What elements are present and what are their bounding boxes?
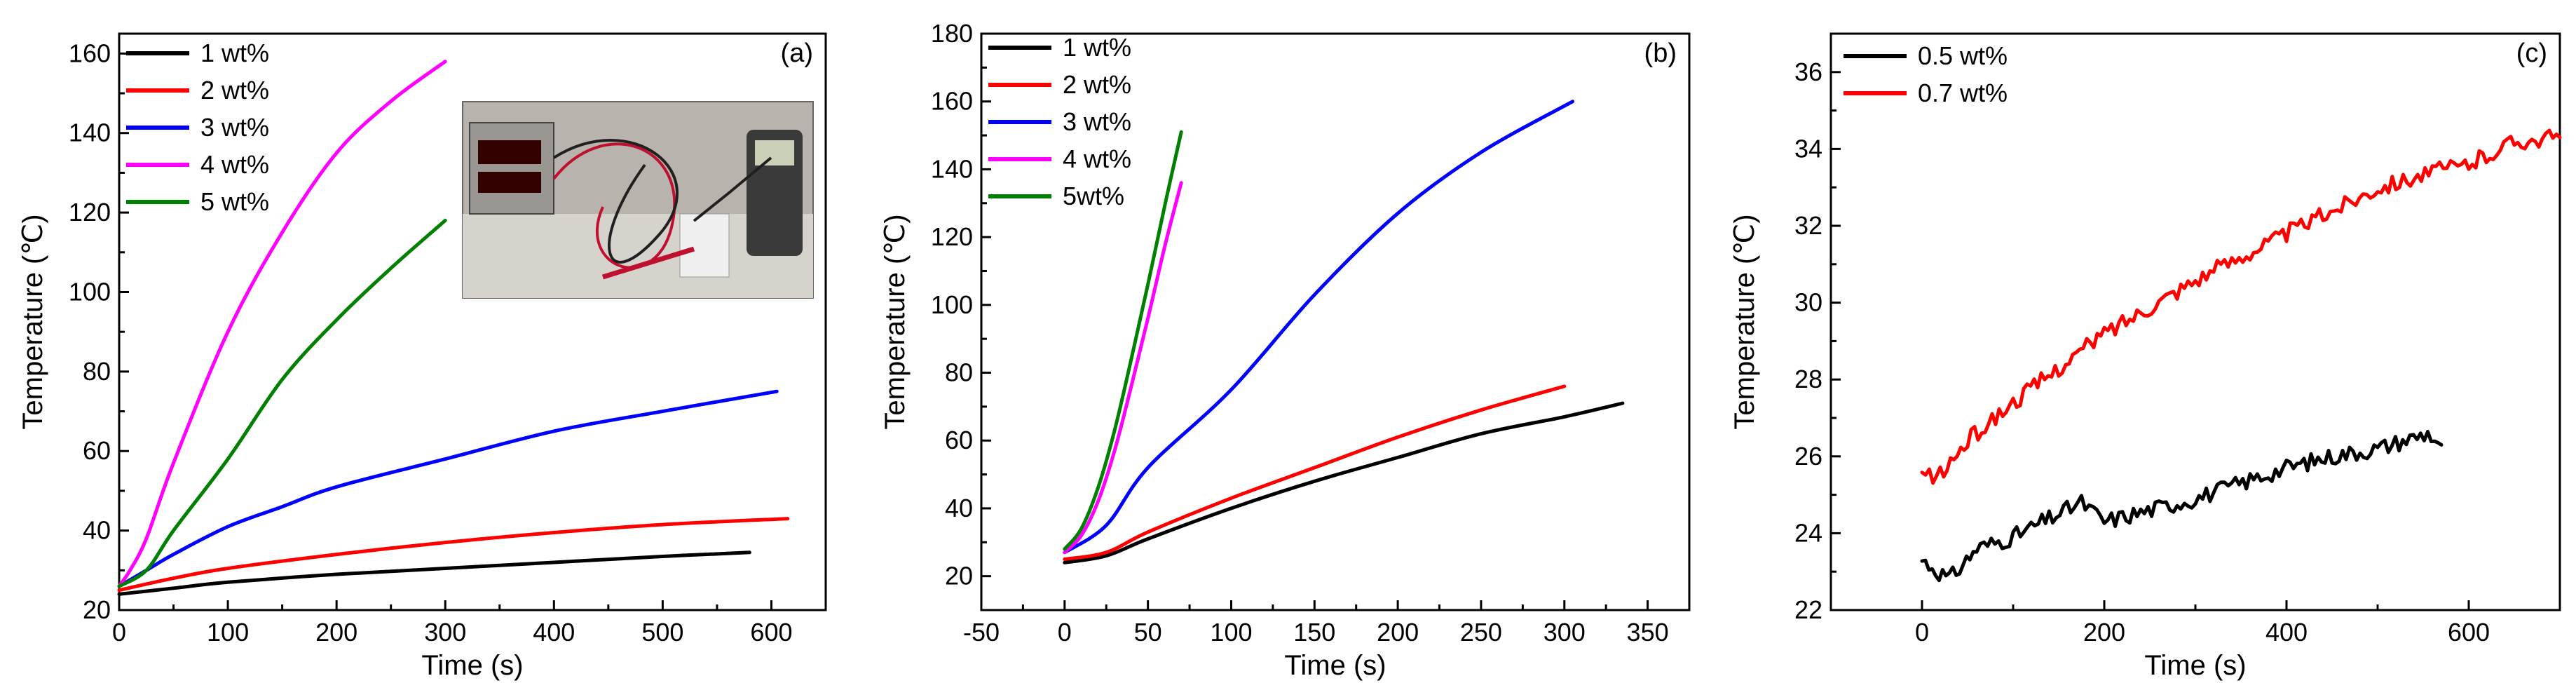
y-tick-label: 30 xyxy=(1794,288,1822,317)
series-line-2wt xyxy=(117,517,790,593)
y-tick-label: 20 xyxy=(83,595,111,624)
y-tick-label: 60 xyxy=(945,426,973,454)
legend-label: 3 wt% xyxy=(1063,107,1131,136)
y-tick-label: 40 xyxy=(83,516,111,545)
y-tick-label: 120 xyxy=(69,198,111,226)
y-tick-label: 180 xyxy=(931,19,973,48)
inset-photo xyxy=(462,101,814,299)
legend-label: 0.5 wt% xyxy=(1918,41,2008,70)
y-tick-label: 140 xyxy=(931,154,973,183)
y-tick-label: 34 xyxy=(1794,134,1822,163)
x-tick-label: 500 xyxy=(641,618,683,647)
x-tick-label: -50 xyxy=(963,618,1000,647)
x-axis-title: Time (s) xyxy=(2144,650,2246,681)
y-tick-label: 80 xyxy=(83,357,111,386)
x-tick-label: 100 xyxy=(207,618,249,647)
series-line-4wt xyxy=(1063,181,1183,555)
x-tick-label: 150 xyxy=(1293,618,1335,647)
y-tick-label: 100 xyxy=(931,290,973,319)
power-supply-icon xyxy=(469,122,554,215)
x-tick-label: 0 xyxy=(112,618,126,647)
x-tick-label: 400 xyxy=(2265,618,2308,647)
series-line-3wt xyxy=(1063,100,1575,555)
y-tick-label: 40 xyxy=(945,494,973,522)
y-tick-label: 80 xyxy=(945,358,973,387)
series-line-5wt xyxy=(1063,130,1183,551)
panel-b-temperature-vs-time: -50 0 50 100 150 200 250 300 350 20 40 60 80 100 120 14… xyxy=(880,19,1691,681)
series-line-0-7wt xyxy=(1920,128,2562,485)
legend-label: 2 wt% xyxy=(200,76,269,104)
x-tick-label: 0 xyxy=(1058,618,1072,647)
x-tick-label: 200 xyxy=(315,618,357,647)
x-tick-label: 300 xyxy=(1543,618,1586,647)
legend-label: 2 wt% xyxy=(1063,70,1131,99)
x-tick-label: 600 xyxy=(2448,618,2490,647)
y-axis-title: Temperature (℃) xyxy=(18,214,48,429)
plot-frame xyxy=(1829,32,2561,611)
plot-frame xyxy=(980,32,1691,611)
legend-label: 4 wt% xyxy=(200,150,269,179)
legend-label: 1 wt% xyxy=(1063,33,1131,62)
y-tick-label: 140 xyxy=(69,119,111,147)
y-tick-label: 28 xyxy=(1794,365,1822,393)
panel-label: (c) xyxy=(2516,39,2547,68)
series-line-2wt xyxy=(1063,384,1567,561)
x-tick-label: 300 xyxy=(424,618,466,647)
legend-label: 1 wt% xyxy=(200,39,269,67)
x-tick-label: 200 xyxy=(1377,618,1419,647)
x-axis-title: Time (s) xyxy=(421,650,523,681)
x-tick-label: 250 xyxy=(1460,618,1502,647)
series-line-3wt xyxy=(117,389,779,588)
legend-label: 4 wt% xyxy=(1063,144,1131,173)
series-line-1wt xyxy=(1063,401,1625,564)
series-line-4wt xyxy=(117,60,447,588)
y-tick-label: 120 xyxy=(931,222,973,251)
y-tick-label: 100 xyxy=(69,277,111,306)
panel-label: (b) xyxy=(1644,39,1677,68)
x-tick-label: 0 xyxy=(1915,618,1929,647)
sample-icon xyxy=(679,213,730,278)
y-tick-label: 22 xyxy=(1794,595,1822,624)
legend-label: 5wt% xyxy=(1063,182,1124,210)
y-tick-label: 24 xyxy=(1794,518,1822,547)
series-line-1wt xyxy=(117,550,751,596)
y-tick-label: 26 xyxy=(1794,442,1822,471)
y-tick-label: 160 xyxy=(931,87,973,116)
x-axis-title: Time (s) xyxy=(1284,650,1386,681)
plot-frame xyxy=(118,32,827,611)
y-tick-label: 32 xyxy=(1794,211,1822,240)
y-tick-label: 60 xyxy=(83,436,111,465)
panel-label: (a) xyxy=(781,39,813,68)
panel-c-temperature-vs-time: 0 200 400 600 22 24 26 28 30 32 34 36 Time (s) Temper… xyxy=(1729,32,2562,681)
x-tick-label: 350 xyxy=(1627,618,1669,647)
series-line-5wt xyxy=(117,218,447,588)
x-tick-label: 600 xyxy=(750,618,792,647)
legend-label: 3 wt% xyxy=(200,113,269,142)
legend-label: 5 wt% xyxy=(200,187,269,216)
x-tick-label: 400 xyxy=(533,618,575,647)
y-axis-title: Temperature (℃) xyxy=(880,214,911,429)
x-tick-label: 200 xyxy=(2083,618,2125,647)
y-tick-label: 36 xyxy=(1794,58,1822,86)
y-axis-title: Temperature (℃) xyxy=(1729,214,1760,429)
x-tick-label: 50 xyxy=(1134,618,1162,647)
x-tick-label: 100 xyxy=(1210,618,1252,647)
y-tick-label: 160 xyxy=(69,39,111,67)
series-line-0-5wt xyxy=(1920,429,2444,583)
panel-a-temperature-vs-time: 0 100 200 300 400 500 600 20 40 60 80 100 120 140 160 T… xyxy=(18,32,827,681)
legend-label: 0.7 wt% xyxy=(1918,79,2008,107)
y-tick-label: 20 xyxy=(945,562,973,590)
